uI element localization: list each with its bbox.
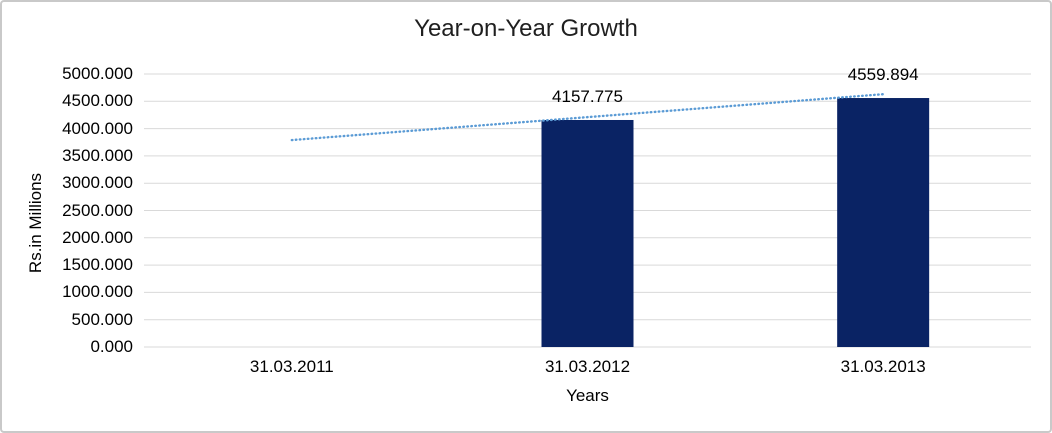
x-axis-title: Years — [566, 386, 609, 405]
chart-title: Year-on-Year Growth — [414, 15, 638, 42]
bar-31.03.2012 — [541, 119, 634, 348]
trendline — [290, 93, 885, 142]
bar-31.03.2013 — [837, 98, 930, 347]
